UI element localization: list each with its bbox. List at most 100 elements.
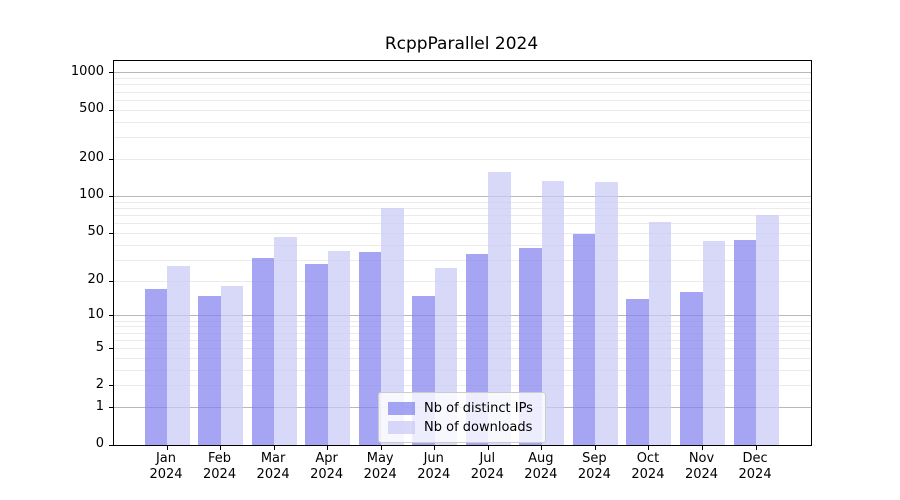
x-tick-label: Jan 2024 bbox=[149, 451, 183, 482]
major-gridline bbox=[114, 195, 811, 197]
x-tick-label: Dec 2024 bbox=[738, 451, 772, 482]
y-tick-label: 1000 bbox=[70, 63, 104, 79]
minor-gridline bbox=[114, 78, 811, 80]
bar-downloads-dec bbox=[756, 215, 779, 445]
x-tick-label: Sep 2024 bbox=[577, 451, 611, 482]
minor-gridline bbox=[114, 357, 811, 359]
bar-downloads-may bbox=[381, 208, 404, 445]
bar-ips-may bbox=[358, 252, 382, 445]
minor-gridline bbox=[114, 121, 811, 123]
x-tick bbox=[380, 445, 382, 450]
bar-downloads-oct bbox=[648, 221, 672, 445]
x-tick-label: Jul 2024 bbox=[470, 451, 504, 482]
x-tick-label: Feb 2024 bbox=[203, 451, 237, 482]
y-tick-label: 2 bbox=[95, 376, 104, 392]
y-tick bbox=[109, 232, 114, 234]
legend-label-distinct-ips: Nb of distinct IPs bbox=[424, 400, 533, 416]
x-tick bbox=[487, 445, 489, 450]
minor-gridline bbox=[114, 158, 811, 160]
y-tick-label: 1 bbox=[95, 398, 104, 414]
y-tick bbox=[109, 407, 114, 409]
y-tick bbox=[109, 158, 114, 160]
legend: Nb of distinct IPs Nb of downloads bbox=[378, 392, 546, 443]
y-tick-label: 0 bbox=[95, 436, 104, 451]
minor-gridline bbox=[114, 385, 811, 387]
bar-ips-nov bbox=[680, 292, 703, 445]
minor-gridline bbox=[114, 259, 811, 261]
x-tick bbox=[220, 445, 222, 450]
x-tick bbox=[702, 445, 703, 450]
y-tick bbox=[109, 280, 114, 282]
major-gridline bbox=[114, 72, 811, 74]
x-tick bbox=[541, 445, 543, 450]
minor-gridline bbox=[114, 201, 811, 203]
minor-gridline bbox=[114, 137, 811, 139]
y-tick bbox=[109, 385, 114, 387]
major-gridline bbox=[114, 315, 811, 317]
minor-gridline bbox=[114, 332, 811, 334]
minor-gridline bbox=[114, 369, 811, 371]
minor-gridline bbox=[114, 320, 811, 322]
minor-gridline bbox=[114, 99, 811, 101]
minor-gridline bbox=[114, 214, 811, 216]
bar-downloads-jul bbox=[488, 172, 511, 445]
x-tick-label: Oct 2024 bbox=[631, 451, 665, 482]
bar-downloads-jan bbox=[167, 265, 190, 445]
x-tick-label: Jun 2024 bbox=[417, 451, 451, 482]
chart-title: RcppParallel 2024 bbox=[384, 34, 539, 54]
bar-ips-dec bbox=[733, 240, 757, 445]
legend-swatch-distinct-ips bbox=[388, 401, 415, 415]
legend-swatch-downloads bbox=[388, 420, 415, 434]
y-tick-label: 100 bbox=[79, 187, 104, 203]
y-tick-label: 500 bbox=[79, 101, 104, 117]
plot-area: Nb of distinct IPs Nb of downloads bbox=[109, 60, 812, 450]
bar-ips-sep bbox=[572, 234, 596, 445]
legend-label-downloads: Nb of downloads bbox=[424, 419, 533, 435]
bar-ips-oct bbox=[626, 299, 649, 445]
minor-gridline bbox=[114, 280, 811, 282]
bar-downloads-feb bbox=[220, 286, 244, 445]
y-tick bbox=[109, 348, 114, 350]
y-tick-label: 20 bbox=[87, 272, 104, 288]
bar-downloads-nov bbox=[702, 241, 725, 445]
y-tick-label: 10 bbox=[87, 306, 104, 322]
x-tick-label: Apr 2024 bbox=[310, 451, 344, 482]
x-tick-label: May 2024 bbox=[363, 451, 397, 482]
bar-downloads-mar bbox=[274, 236, 297, 445]
y-tick bbox=[109, 444, 114, 446]
x-tick-label: Mar 2024 bbox=[256, 451, 290, 482]
y-tick-label: 50 bbox=[87, 224, 104, 240]
bar-ips-apr bbox=[305, 263, 328, 445]
minor-gridline bbox=[114, 84, 811, 86]
y-tick bbox=[109, 72, 114, 74]
minor-gridline bbox=[114, 207, 811, 209]
x-tick bbox=[594, 445, 596, 450]
bar-ips-jan bbox=[144, 289, 167, 445]
bar-ips-mar bbox=[251, 258, 275, 445]
x-tick bbox=[434, 445, 436, 450]
bar-downloads-apr bbox=[327, 250, 351, 445]
x-tick bbox=[648, 445, 650, 450]
y-tick bbox=[109, 195, 114, 197]
bar-ips-feb bbox=[198, 295, 221, 445]
legend-item-downloads: Nb of downloads bbox=[388, 418, 537, 436]
minor-gridline bbox=[114, 244, 811, 246]
x-tick-label: Aug 2024 bbox=[524, 451, 558, 482]
minor-gridline bbox=[114, 91, 811, 93]
bar-downloads-aug bbox=[541, 180, 565, 445]
y-tick bbox=[109, 109, 114, 111]
x-tick bbox=[166, 445, 168, 450]
x-tick-label: Nov 2024 bbox=[684, 451, 719, 482]
minor-gridline bbox=[114, 109, 811, 111]
minor-gridline bbox=[114, 232, 811, 234]
x-tick bbox=[755, 445, 757, 450]
legend-item-distinct-ips: Nb of distinct IPs bbox=[388, 399, 537, 417]
x-tick bbox=[273, 445, 275, 450]
x-tick bbox=[327, 445, 329, 450]
minor-gridline bbox=[114, 223, 811, 225]
minor-gridline bbox=[114, 348, 811, 350]
y-tick bbox=[109, 315, 114, 317]
bar-downloads-sep bbox=[595, 182, 618, 445]
y-tick-label: 200 bbox=[79, 150, 104, 166]
